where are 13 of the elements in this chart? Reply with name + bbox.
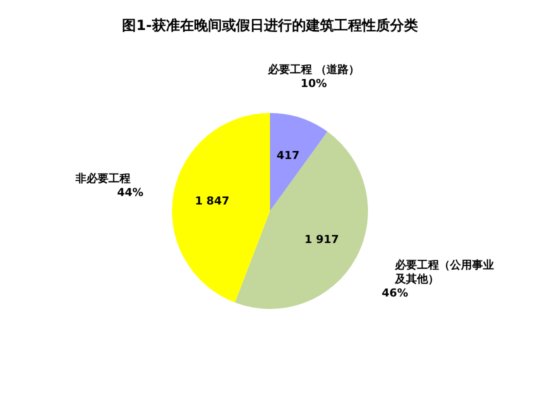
data-label: 417 [276,149,300,162]
slice-label: 必要工程 （道路） [266,62,360,76]
slice: 1 847 非必要工程 44% [75,113,270,302]
pie-slice [172,113,270,303]
chart-title: 图1-获准在晚间或假日进行的建筑工程性质分类 [122,17,418,34]
slice-label: 必要工程（公用事业及其他） [394,258,494,286]
data-label: 1 917 [304,233,339,246]
text: 46% [382,286,408,300]
slice-label: 非必要工程 [74,172,130,186]
pie-slice [234,132,368,309]
pie-slice [270,113,328,211]
slice: 417 必要工程 （道路） 10% [268,62,360,211]
data-label: 1 847 [194,194,230,208]
